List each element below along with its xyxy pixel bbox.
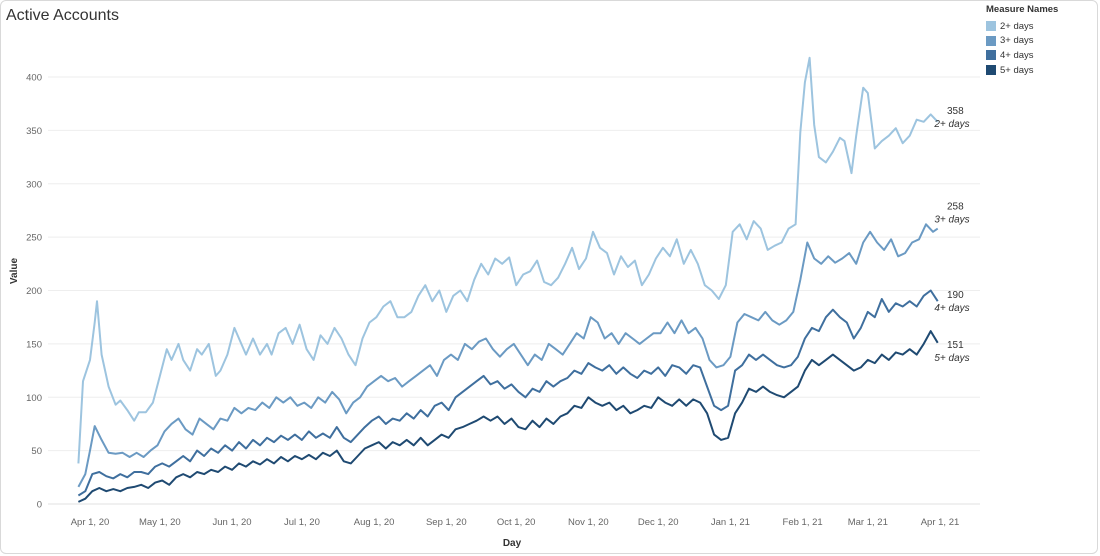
y-tick-label: 150 [26, 339, 42, 350]
chart-title: Active Accounts [6, 7, 119, 24]
series-end-value: 258 [947, 202, 964, 213]
y-axis-label: Value [9, 258, 20, 285]
series-end-value: 190 [947, 290, 964, 301]
legend-item-2-days[interactable]: 2+ days [986, 19, 1058, 34]
y-tick-label: 300 [26, 179, 42, 190]
y-tick-label: 0 [37, 500, 42, 511]
legend-swatch [986, 50, 996, 61]
series-end-name: 5+ days [934, 353, 969, 364]
series-line-2-days[interactable] [77, 56, 939, 464]
y-tick-label: 400 [26, 73, 42, 84]
x-tick-label: Aug 1, 20 [354, 517, 395, 528]
y-tick-label: 50 [31, 446, 42, 457]
series-end-name: 4+ days [934, 303, 969, 314]
legend-label: 4+ days [1000, 49, 1034, 61]
y-tick-label: 200 [26, 286, 42, 297]
legend-swatch [986, 21, 996, 32]
legend-label: 3+ days [1000, 35, 1034, 47]
x-tick-label: Apr 1, 20 [71, 517, 110, 528]
x-tick-label: Nov 1, 20 [568, 517, 609, 528]
y-tick-label: 350 [26, 126, 42, 137]
x-tick-label: Mar 1, 21 [848, 517, 888, 528]
legend-label: 2+ days [1000, 20, 1034, 32]
y-tick-label: 250 [26, 233, 42, 244]
legend-title: Measure Names [986, 4, 1059, 15]
legend[interactable]: Measure Names 2+ days 3+ days 4+ days 5+… [986, 4, 1058, 77]
legend-swatch [986, 35, 996, 46]
series-line-5-days[interactable] [77, 330, 939, 503]
gridlines [48, 76, 980, 505]
legend-item-4-days[interactable]: 4+ days [986, 48, 1058, 63]
x-tick-label: Sep 1, 20 [426, 517, 467, 528]
x-tick-label: Oct 1, 20 [497, 517, 536, 528]
x-tick-label: Dec 1, 20 [638, 517, 679, 528]
x-tick-label: Jul 1, 20 [284, 517, 320, 528]
series-end-name: 2+ days [933, 119, 969, 130]
series-line-4-days[interactable] [77, 289, 939, 497]
legend-item-5-days[interactable]: 5+ days [986, 63, 1058, 78]
legend-item-3-days[interactable]: 3+ days [986, 34, 1058, 49]
x-tick-label: May 1, 20 [139, 517, 181, 528]
series-line-3-days[interactable] [77, 223, 939, 488]
x-tick-label: Apr 1, 21 [921, 517, 960, 528]
y-tick-label: 100 [26, 393, 42, 404]
series-end-value: 358 [947, 106, 964, 117]
series-end-name: 3+ days [934, 215, 969, 226]
legend-swatch [986, 65, 996, 76]
series-end-labels: 358 2+ days 258 3+ days 190 4+ days 151 5+ days [933, 106, 969, 364]
x-axis-label: Day [503, 538, 522, 549]
x-tick-label: Jun 1, 20 [213, 517, 252, 528]
x-axis-ticks: Apr 1, 20 May 1, 20 Jun 1, 20 Jul 1, 20 Aug … [71, 517, 960, 528]
y-axis-ticks: 0 50 100 150 200 250 300 350 400 [26, 73, 42, 511]
series-end-value: 151 [947, 340, 964, 351]
legend-label: 5+ days [1000, 64, 1034, 76]
x-tick-label: Feb 1, 21 [783, 517, 823, 528]
x-tick-label: Jan 1, 21 [711, 517, 750, 528]
series-lines [77, 56, 939, 503]
